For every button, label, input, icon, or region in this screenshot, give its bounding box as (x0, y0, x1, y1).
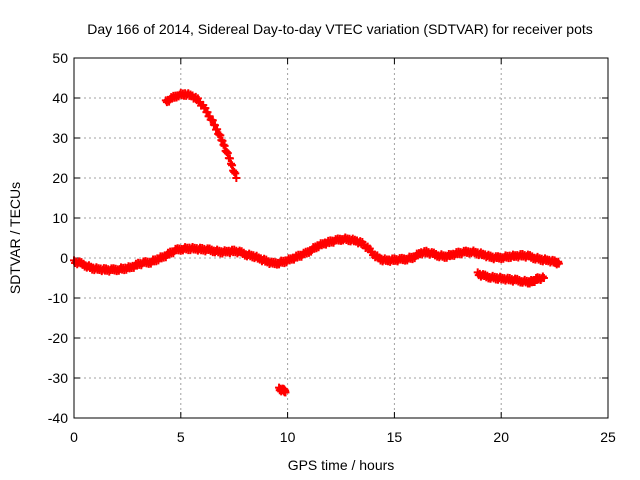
data-point (554, 259, 563, 268)
data-marks (70, 88, 563, 397)
x-tick-label: 5 (177, 429, 185, 445)
data-point (230, 168, 239, 176)
y-tick-label: 0 (60, 250, 68, 266)
data-point (216, 131, 225, 140)
data-point (218, 136, 227, 145)
y-tick-label: -10 (48, 290, 68, 306)
plot-frame (73, 57, 609, 419)
y-tick-label: 10 (52, 210, 68, 226)
data-point (201, 104, 210, 113)
data-point (208, 116, 217, 125)
y-tick-label: 20 (52, 170, 68, 186)
x-tick-label: 0 (70, 429, 78, 445)
data-point (228, 161, 237, 170)
y-tick-label: -30 (48, 370, 68, 386)
series-isolated-point (275, 383, 290, 397)
y-tick-label: 40 (52, 90, 68, 106)
series-upper-arc (161, 88, 241, 182)
data-point (226, 159, 235, 168)
x-tick-label: 20 (493, 429, 509, 445)
x-axis-label: GPS time / hours (288, 457, 395, 473)
y-tick-label: 30 (52, 130, 68, 146)
data-point (203, 108, 212, 117)
y-axis-label: SDTVAR / TECUs (7, 182, 23, 294)
data-point (539, 274, 548, 282)
x-tick-label: 15 (387, 429, 403, 445)
series-main-track (70, 233, 563, 276)
y-tick-label: -20 (48, 330, 68, 346)
data-point (232, 174, 241, 182)
data-point (213, 125, 222, 134)
data-point (223, 149, 232, 158)
x-tick-label: 25 (600, 429, 616, 445)
x-tick-label: 10 (280, 429, 296, 445)
data-point (538, 272, 547, 281)
data-point (231, 169, 240, 178)
data-point (222, 148, 231, 156)
axis-ticks: 0 5 10 15 20 25 -40 -30 -20 -10 0 10 20 30 40 50 (48, 50, 616, 445)
data-point (220, 141, 229, 150)
data-point (225, 154, 234, 163)
data-point (281, 388, 290, 397)
data-point (219, 140, 228, 149)
y-tick-label: 50 (52, 50, 68, 66)
series-lower-branch (473, 268, 548, 288)
y-tick-label: -40 (48, 410, 68, 426)
chart-title: Day 166 of 2014, Sidereal Day-to-day VTE… (87, 21, 593, 37)
